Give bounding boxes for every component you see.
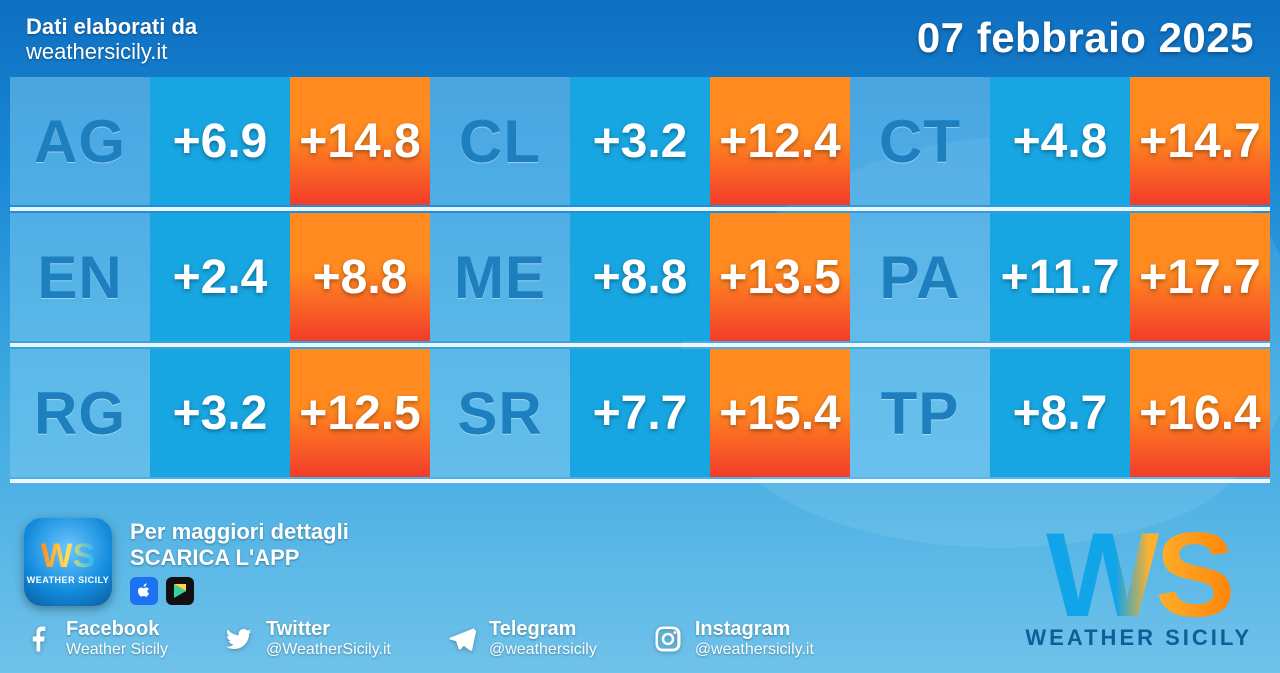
social-name: Twitter — [266, 618, 391, 641]
province-code: SR — [430, 349, 570, 477]
source-label: Dati elaborati da — [26, 14, 197, 39]
province-code: CL — [430, 77, 570, 205]
temp-min: +3.2 — [570, 77, 710, 205]
app-promo-line1: Per maggiori dettagli — [130, 519, 349, 545]
temperature-grid: AG +6.9 +14.8 CL +3.2 +12.4 CT +4.8 +14.… — [10, 77, 1270, 477]
province-code: TP — [850, 349, 990, 477]
temp-max: +16.4 — [1130, 349, 1270, 477]
divider — [10, 479, 1270, 483]
social-twitter[interactable]: Twitter @WeatherSicily.it — [224, 618, 391, 659]
header: Dati elaborati da weathersicily.it 07 fe… — [0, 0, 1280, 71]
instagram-icon — [653, 624, 683, 654]
social-links: Facebook Weather Sicily Twitter @Weather… — [24, 618, 1256, 659]
province-code: CT — [850, 77, 990, 205]
social-instagram[interactable]: Instagram @weathersicily.it — [653, 618, 814, 659]
app-icon[interactable]: WS WEATHER SICILY — [24, 518, 112, 606]
temp-min: +8.8 — [570, 213, 710, 341]
temp-min: +8.7 — [990, 349, 1130, 477]
temp-min: +4.8 — [990, 77, 1130, 205]
telegram-icon — [447, 624, 477, 654]
footer: WS WEATHER SICILY Per maggiori dettagli … — [0, 508, 1280, 673]
temp-min: +6.9 — [150, 77, 290, 205]
temp-max: +13.5 — [710, 213, 850, 341]
date: 07 febbraio 2025 — [917, 14, 1254, 62]
source-site: weathersicily.it — [26, 39, 197, 65]
province-code: EN — [10, 213, 150, 341]
province-code: ME — [430, 213, 570, 341]
appstore-icon[interactable] — [130, 577, 158, 605]
province-code: AG — [10, 77, 150, 205]
temp-max: +14.7 — [1130, 77, 1270, 205]
playstore-icon[interactable] — [166, 577, 194, 605]
app-icon-sub: WEATHER SICILY — [27, 575, 110, 585]
temp-min: +11.7 — [990, 213, 1130, 341]
province-code: PA — [850, 213, 990, 341]
social-handle: @weathersicily.it — [695, 641, 814, 659]
temp-max: +15.4 — [710, 349, 850, 477]
social-handle: Weather Sicily — [66, 641, 168, 659]
temp-min: +3.2 — [150, 349, 290, 477]
province-code: RG — [10, 349, 150, 477]
social-name: Instagram — [695, 618, 814, 641]
facebook-icon — [24, 624, 54, 654]
temp-max: +12.5 — [290, 349, 430, 477]
divider — [10, 343, 1270, 347]
app-icon-text: WS — [41, 539, 96, 573]
temp-max: +17.7 — [1130, 213, 1270, 341]
social-name: Telegram — [489, 618, 597, 641]
temp-min: +7.7 — [570, 349, 710, 477]
social-telegram[interactable]: Telegram @weathersicily — [447, 618, 597, 659]
social-handle: @weathersicily — [489, 641, 597, 659]
social-handle: @WeatherSicily.it — [266, 641, 391, 659]
temp-max: +14.8 — [290, 77, 430, 205]
divider — [10, 207, 1270, 211]
temp-min: +2.4 — [150, 213, 290, 341]
temp-max: +8.8 — [290, 213, 430, 341]
app-promo-line2: SCARICA L'APP — [130, 545, 349, 571]
social-name: Facebook — [66, 618, 168, 641]
app-promo: WS WEATHER SICILY Per maggiori dettagli … — [24, 518, 1256, 606]
twitter-icon — [224, 624, 254, 654]
social-facebook[interactable]: Facebook Weather Sicily — [24, 618, 168, 659]
temp-max: +12.4 — [710, 77, 850, 205]
